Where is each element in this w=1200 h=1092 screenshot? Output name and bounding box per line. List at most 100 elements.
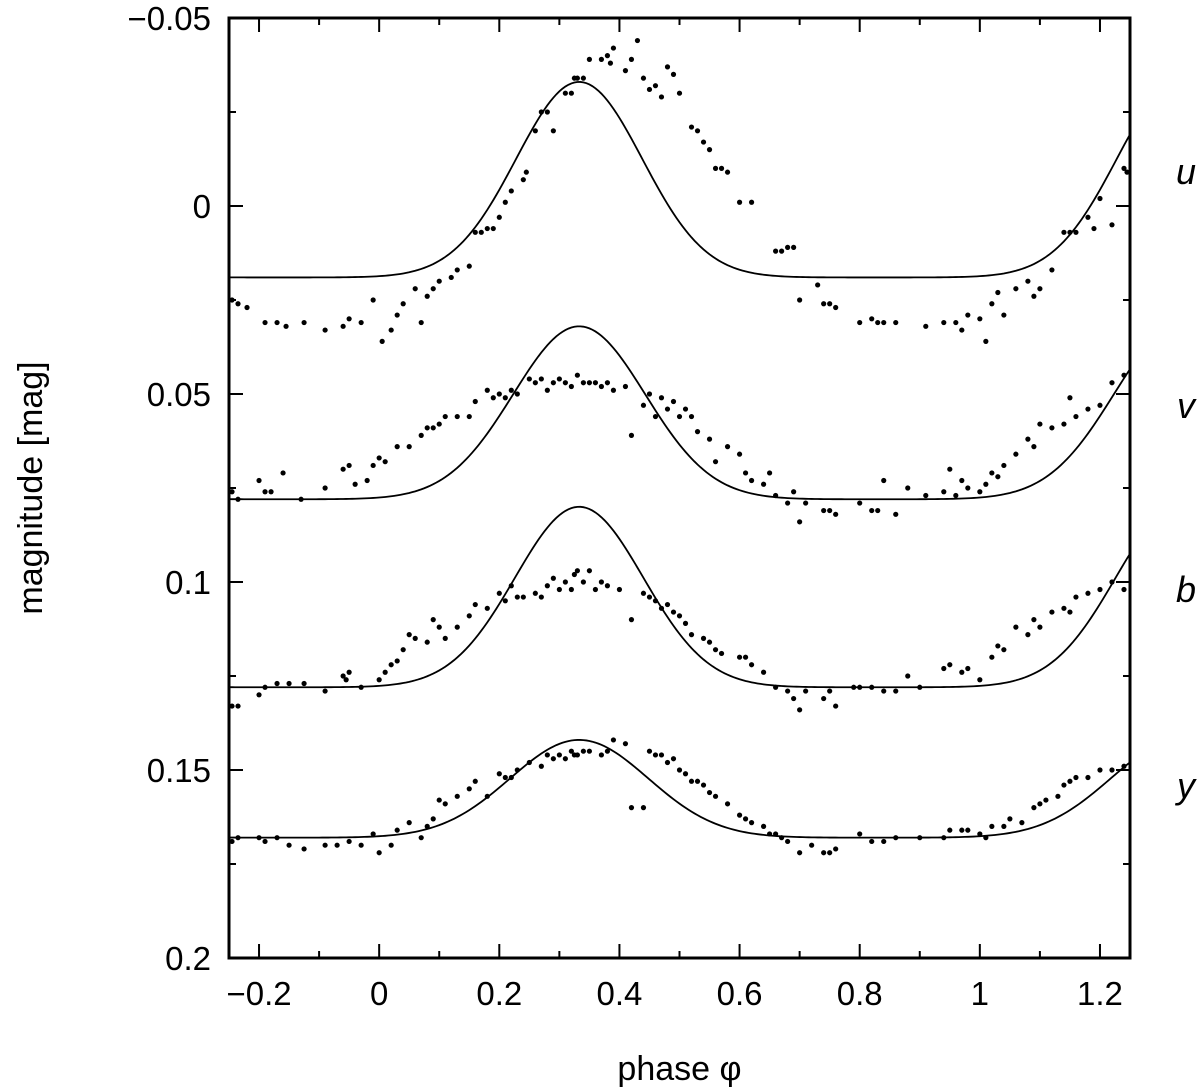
y-tick-label: −0.05 xyxy=(128,0,212,37)
data-point-y xyxy=(418,835,424,841)
data-point-v xyxy=(670,398,677,405)
data-point-v xyxy=(532,380,538,386)
data-point-y xyxy=(286,842,292,848)
data-point-b xyxy=(851,684,857,690)
data-point-v xyxy=(598,383,605,390)
data-point-u xyxy=(532,128,538,134)
data-point-u xyxy=(490,225,496,232)
data-point-v xyxy=(1121,372,1127,378)
data-point-u xyxy=(640,75,647,81)
data-point-u xyxy=(1067,229,1073,235)
data-point-u xyxy=(322,327,328,333)
data-point-v xyxy=(959,477,965,484)
data-point-b xyxy=(343,677,349,683)
data-point-u xyxy=(797,297,803,303)
data-point-b xyxy=(640,590,647,596)
data-point-v xyxy=(712,459,719,465)
data-point-y xyxy=(610,737,617,743)
data-point-y xyxy=(376,850,382,856)
data-point-u xyxy=(893,319,899,326)
data-point-y xyxy=(857,831,863,837)
data-point-y xyxy=(760,823,767,830)
data-point-y xyxy=(1097,767,1103,773)
data-point-v xyxy=(664,406,671,412)
data-point-u xyxy=(622,68,629,74)
data-point-y xyxy=(646,748,653,754)
data-point-u xyxy=(430,286,436,292)
data-point-b xyxy=(256,692,262,698)
data-point-y xyxy=(941,835,947,841)
data-point-u xyxy=(785,244,791,250)
data-point-u xyxy=(274,319,280,326)
data-point-v xyxy=(508,387,514,393)
data-point-u xyxy=(478,229,484,235)
data-point-b xyxy=(947,662,953,668)
data-point-y xyxy=(544,752,550,758)
data-point-v xyxy=(706,436,713,442)
data-point-y xyxy=(767,831,773,837)
data-point-v xyxy=(418,432,424,438)
data-point-v xyxy=(436,421,442,427)
data-point-u xyxy=(448,274,454,281)
data-point-u xyxy=(418,319,424,326)
data-point-y xyxy=(748,820,755,826)
data-point-u xyxy=(400,301,406,307)
data-point-y xyxy=(947,827,953,833)
data-point-y xyxy=(1121,763,1127,769)
data-point-v xyxy=(514,391,520,397)
data-point-y xyxy=(628,805,635,811)
data-point-v xyxy=(767,470,773,476)
data-point-b xyxy=(977,677,983,683)
data-point-y xyxy=(526,759,532,766)
data-point-b xyxy=(274,680,280,687)
data-point-y xyxy=(989,823,995,830)
x-tick-label: 0.4 xyxy=(596,975,642,1012)
data-point-y xyxy=(676,767,683,773)
data-point-b xyxy=(598,579,605,585)
band-labels: u v b y xyxy=(1174,151,1197,806)
data-point-y xyxy=(893,835,899,841)
data-point-y xyxy=(682,771,689,777)
data-point-b xyxy=(286,680,292,687)
data-point-v xyxy=(322,485,328,491)
data-point-u xyxy=(1097,195,1103,202)
data-point-b xyxy=(748,662,755,668)
data-point-y xyxy=(688,778,695,784)
data-point-v xyxy=(382,459,388,465)
data-point-y xyxy=(797,850,803,856)
data-point-u xyxy=(379,338,385,344)
data-point-u xyxy=(827,301,833,307)
data-point-u xyxy=(1073,229,1079,235)
data-point-y xyxy=(694,778,701,784)
data-point-u xyxy=(1109,222,1115,228)
data-point-y xyxy=(235,835,241,841)
data-point-b xyxy=(1085,590,1091,596)
data-point-y xyxy=(983,835,989,841)
data-point-u xyxy=(815,282,821,288)
x-axis-title: phase φ xyxy=(617,1050,741,1088)
data-point-b xyxy=(995,643,1001,649)
x-tick-labels: −0.2 0 0.2 0.4 0.6 0.8 1 1.2 xyxy=(226,975,1122,1012)
data-point-v xyxy=(857,500,863,506)
data-point-y xyxy=(1043,797,1049,803)
data-point-y xyxy=(700,782,707,788)
data-point-b xyxy=(322,688,328,694)
data-point-b xyxy=(442,635,448,642)
data-point-b xyxy=(532,590,538,596)
data-point-y xyxy=(881,838,887,845)
data-point-u xyxy=(523,169,529,175)
data-point-b xyxy=(905,673,911,679)
data-point-y xyxy=(917,835,923,841)
data-point-b xyxy=(580,579,586,585)
data-point-u xyxy=(628,56,635,62)
data-point-b xyxy=(568,586,574,593)
data-point-u xyxy=(724,169,731,175)
data-point-b xyxy=(262,684,268,690)
data-point-y xyxy=(514,767,520,773)
data-point-v xyxy=(604,380,611,386)
data-point-u xyxy=(881,319,887,326)
data-point-y xyxy=(454,793,460,799)
data-point-u xyxy=(1085,214,1091,220)
data-point-u xyxy=(694,128,701,134)
data-point-b xyxy=(712,647,719,653)
